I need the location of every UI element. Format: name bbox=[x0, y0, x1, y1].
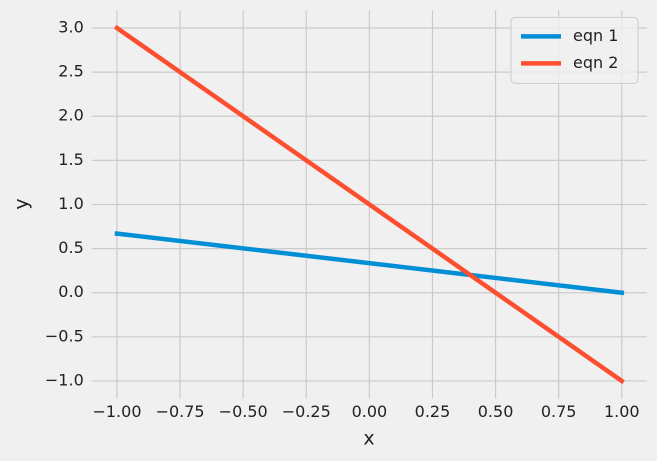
x-tick-label: −0.50 bbox=[219, 402, 268, 421]
y-tick-label: 1.5 bbox=[58, 150, 83, 169]
y-axis-label: y bbox=[11, 198, 33, 209]
legend: eqn 1 eqn 2 bbox=[510, 16, 639, 84]
y-tick-label: 0.5 bbox=[58, 238, 83, 257]
x-tick-label: −0.75 bbox=[156, 402, 205, 421]
x-tick-label: 0.00 bbox=[352, 402, 388, 421]
x-tick-label: 0.75 bbox=[541, 402, 577, 421]
x-tick-label: −0.25 bbox=[282, 402, 331, 421]
y-tick-label: 2.5 bbox=[58, 62, 83, 81]
y-tick-label: 1.0 bbox=[58, 194, 83, 213]
x-tick-label: 0.25 bbox=[415, 402, 451, 421]
legend-box bbox=[510, 16, 639, 84]
y-tick-label: 0.0 bbox=[58, 282, 83, 301]
x-tick-label: 1.00 bbox=[604, 402, 640, 421]
y-tick-label: −0.5 bbox=[45, 326, 84, 345]
y-tick-label: 2.0 bbox=[58, 106, 83, 125]
y-tick-label: −1.0 bbox=[45, 370, 84, 389]
line bbox=[114, 231, 625, 296]
y-tick-label: 3.0 bbox=[58, 17, 83, 36]
legend-label: eqn 1 bbox=[573, 26, 618, 45]
x-tick-label: −1.00 bbox=[92, 402, 141, 421]
legend-label: eqn 2 bbox=[573, 53, 618, 72]
line bbox=[113, 24, 625, 385]
x-tick-label: 0.50 bbox=[478, 402, 514, 421]
x-axis-label: x bbox=[363, 428, 374, 450]
